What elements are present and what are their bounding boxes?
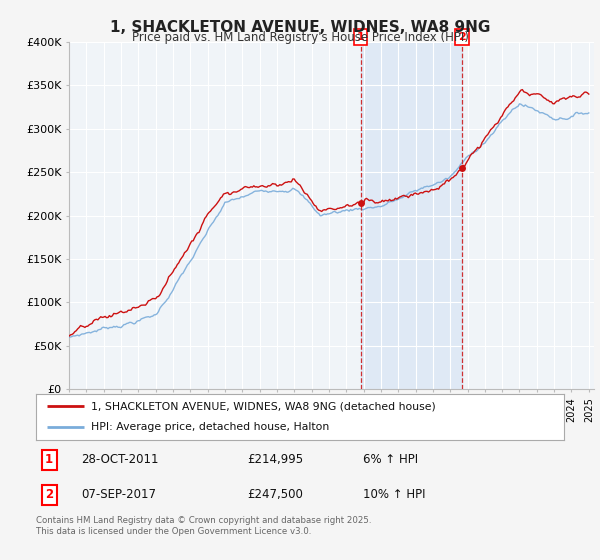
Text: 2: 2: [458, 32, 466, 42]
Bar: [361, 42, 462, 389]
Text: 1: 1: [357, 32, 364, 42]
Text: 1, SHACKLETON AVENUE, WIDNES, WA8 9NG (detached house): 1, SHACKLETON AVENUE, WIDNES, WA8 9NG (d…: [91, 401, 436, 411]
Text: £214,995: £214,995: [247, 454, 304, 466]
Text: 28-OCT-2011: 28-OCT-2011: [81, 454, 158, 466]
Text: 2: 2: [45, 488, 53, 501]
Text: £247,500: £247,500: [247, 488, 303, 501]
Text: 1: 1: [45, 454, 53, 466]
Text: Price paid vs. HM Land Registry's House Price Index (HPI): Price paid vs. HM Land Registry's House …: [131, 31, 469, 44]
Text: 6% ↑ HPI: 6% ↑ HPI: [364, 454, 418, 466]
Text: Contains HM Land Registry data © Crown copyright and database right 2025.
This d: Contains HM Land Registry data © Crown c…: [36, 516, 371, 536]
Text: 07-SEP-2017: 07-SEP-2017: [81, 488, 156, 501]
Text: HPI: Average price, detached house, Halton: HPI: Average price, detached house, Halt…: [91, 422, 329, 432]
Text: 1, SHACKLETON AVENUE, WIDNES, WA8 9NG: 1, SHACKLETON AVENUE, WIDNES, WA8 9NG: [110, 20, 490, 35]
Text: 10% ↑ HPI: 10% ↑ HPI: [364, 488, 426, 501]
